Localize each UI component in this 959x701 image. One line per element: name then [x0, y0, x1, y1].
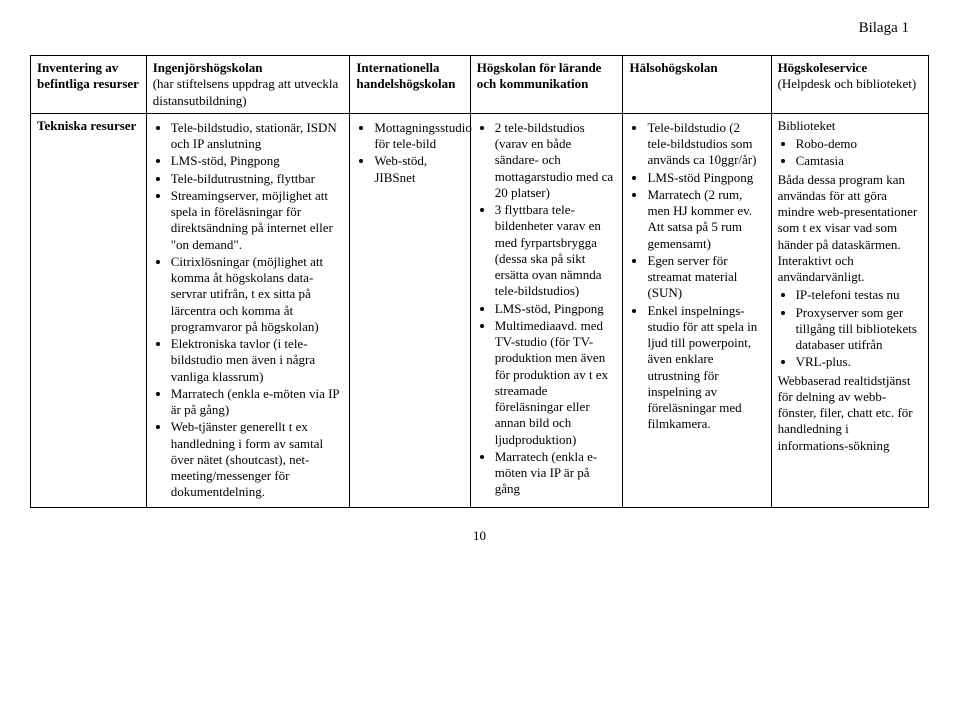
list-item: Robo-demo [796, 136, 922, 152]
attachment-label: Bilaga 1 [30, 20, 929, 37]
list-item: Enkel inspelnings-studio för att spela i… [647, 303, 764, 433]
list-item: Elektroniska tavlor (i tele-bildstudio m… [171, 336, 344, 385]
header-c0a: Inventering av befintliga resurser [31, 56, 147, 114]
cell-col2: Mottagningsstudio för tele-bildWeb-stöd,… [350, 113, 470, 507]
page-number: 10 [30, 528, 929, 544]
list-item: LMS-stöd Pingpong [647, 170, 764, 186]
table-header-row: Inventering av befintliga resurser Ingen… [31, 56, 929, 114]
list-item: Marratech (2 rum, men HJ kommer ev. Att … [647, 187, 764, 252]
list-item: Camtasia [796, 153, 922, 169]
header-c1a: Ingenjörshögskolan (har stiftelsens uppd… [146, 56, 350, 114]
list-item: Egen server för streamat material (SUN) [647, 253, 764, 302]
list-item: Proxyserver som ger tillgång till biblio… [796, 305, 922, 354]
cell-col3: 2 tele-bildstudios (varav en både sändar… [470, 113, 623, 507]
list-item: Tele-bildstudio (2 tele-bildstudios som … [647, 120, 764, 169]
list-item: Citrixlösningar (möjlighet att komma åt … [171, 254, 344, 335]
resources-table: Inventering av befintliga resurser Ingen… [30, 55, 929, 508]
list-item: 3 flyttbara tele-bildenheter varav en me… [495, 202, 617, 300]
list-item: 2 tele-bildstudios (varav en både sändar… [495, 120, 617, 201]
list-item: LMS-stöd, Pingpong [495, 301, 617, 317]
list-item: Marratech (enkla e-möten via IP är på gå… [495, 449, 617, 498]
header-c5a: Högskoleservice (Helpdesk och biblioteke… [771, 56, 928, 114]
list-item: IP-telefoni testas nu [796, 287, 922, 303]
row-header: Tekniska resurser [31, 113, 147, 507]
list-item: Tele-bildstudio, stationär, ISDN och IP … [171, 120, 344, 153]
header-c3a: Högskolan för lärande och kommunikation [470, 56, 623, 114]
list-item: LMS-stöd, Pingpong [171, 153, 344, 169]
list-item: Multimediaavd. med TV-studio (för TV-pro… [495, 318, 617, 448]
table-row: Tekniska resurser Tele-bildstudio, stati… [31, 113, 929, 507]
list-item: VRL-plus. [796, 354, 922, 370]
header-c2a: Internationella handelshögskolan [350, 56, 470, 114]
cell-col4: Tele-bildstudio (2 tele-bildstudios som … [623, 113, 771, 507]
list-item: Streamingserver, möjlighet att spela in … [171, 188, 344, 253]
header-c4a: Hälsohögskolan [623, 56, 771, 114]
cell-col1: Tele-bildstudio, stationär, ISDN och IP … [146, 113, 350, 507]
list-item: Marratech (enkla e-möten via IP är på gå… [171, 386, 344, 419]
cell-col5: Biblioteket Robo-demoCamtasia Båda dessa… [771, 113, 928, 507]
list-item: Tele-bildutrustning, flyttbar [171, 171, 344, 187]
list-item: Web-stöd, JIBSnet [374, 153, 463, 186]
list-item: Web-tjänster generellt t ex handledning … [171, 419, 344, 500]
list-item: Mottagningsstudio för tele-bild [374, 120, 463, 153]
